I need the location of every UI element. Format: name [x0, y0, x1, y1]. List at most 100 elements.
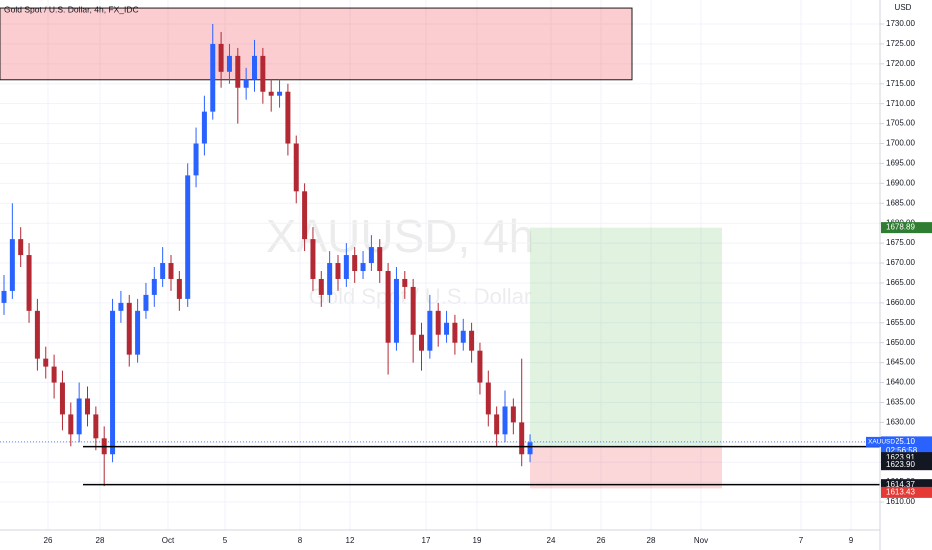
candle-body [460, 330, 466, 343]
line-tag [881, 479, 932, 491]
candle-body [151, 278, 157, 295]
candle-body [268, 91, 274, 96]
candle-body [218, 43, 224, 72]
y-tick-label: 1675.00 [886, 238, 915, 247]
y-tick-label: 1720.00 [886, 59, 915, 68]
target-tag-label: 1678.89 [886, 223, 915, 232]
line-tag [881, 459, 932, 471]
candle-body [143, 294, 149, 311]
candle-body [160, 263, 166, 279]
x-tick-label: 9 [849, 536, 854, 545]
stop-zone [530, 446, 722, 489]
candle-body [185, 175, 191, 299]
watermark-subtitle: Gold Spot / U.S. Dollar [309, 284, 532, 309]
line-tag-label: 1614.37 [886, 480, 915, 489]
candle-body [435, 310, 441, 335]
candle-body [260, 55, 266, 92]
y-tick-label: 1730.00 [886, 19, 915, 28]
candle-body [477, 350, 483, 383]
entry-tag [881, 452, 932, 464]
candle-body [452, 322, 458, 343]
y-tick-label: 1610.00 [886, 497, 915, 506]
candle-body [343, 255, 349, 279]
candle-body [51, 366, 57, 383]
candle-body [118, 302, 124, 311]
chart-title: Gold Spot / U.S. Dollar, 4h, FX_IDC [4, 4, 139, 14]
candle-body [360, 263, 366, 271]
candle-body [285, 91, 291, 144]
last-price-label: 1625.10 [886, 437, 915, 446]
candle-body [85, 398, 90, 415]
candle-body [126, 302, 132, 355]
candle-body [494, 414, 500, 435]
candle-body [252, 55, 257, 80]
candle-body [368, 247, 374, 264]
y-tick-label: 1645.00 [886, 358, 915, 367]
candle-body [76, 398, 82, 435]
x-tick-label: Oct [162, 536, 175, 545]
supply-zone [0, 7, 633, 81]
candle-body [469, 330, 475, 351]
y-tick-label: 1670.00 [886, 258, 915, 267]
y-tick-label: 1650.00 [886, 338, 915, 347]
y-tick-label: 1630.00 [886, 417, 915, 426]
candle-body [9, 239, 15, 291]
candle-body [135, 310, 141, 355]
entry-tag-label: 1623.91 [886, 453, 915, 462]
candle-body [385, 270, 391, 343]
candle-body [226, 55, 232, 72]
y-tick-label: 1640.00 [886, 378, 915, 387]
candle-body [502, 406, 508, 435]
x-tick-label: 26 [597, 536, 606, 545]
candle-body [176, 278, 182, 299]
y-tick-label: 1635.00 [886, 398, 915, 407]
candle-body [34, 310, 40, 359]
axis-unit: USD [895, 3, 912, 12]
candle-body [510, 406, 516, 423]
candle-body [419, 334, 424, 351]
candle-body [427, 310, 433, 351]
profit-zone [530, 227, 722, 447]
candle-body [293, 143, 299, 192]
candle-body [59, 382, 65, 415]
target-tag [881, 222, 932, 234]
candle-body [393, 278, 399, 343]
symbol-tag [866, 436, 896, 447]
countdown: 02:56:58 [886, 446, 918, 455]
symbol-label: XAUUSD [868, 439, 895, 446]
y-tick-label: 1690.00 [886, 178, 915, 187]
candle-body [318, 278, 324, 295]
candle-body [68, 414, 74, 435]
y-tick-label: 1700.00 [886, 139, 915, 148]
candle-body [18, 239, 24, 256]
candle-body [26, 255, 32, 311]
candle-body [93, 414, 99, 439]
x-tick-label: 28 [96, 536, 105, 545]
candle-body [168, 263, 174, 279]
y-tick-label: 1655.00 [886, 318, 915, 327]
candle-body [402, 278, 408, 287]
x-tick-label: 28 [647, 536, 656, 545]
line-tag-label: 1623.90 [886, 460, 915, 469]
candle-body [444, 322, 450, 335]
x-tick-label: 8 [298, 536, 303, 545]
x-tick-label: 7 [799, 536, 804, 545]
candle-body [1, 290, 7, 303]
candle-body [327, 263, 333, 295]
candle-body [243, 79, 249, 88]
x-tick-label: 12 [346, 536, 355, 545]
candle-body [201, 111, 207, 144]
candle-body [235, 55, 241, 88]
candle-body [485, 382, 491, 415]
y-tick-label: 1705.00 [886, 119, 915, 128]
x-tick-label: 19 [473, 536, 482, 545]
y-tick-label: 1660.00 [886, 298, 915, 307]
candle-body [377, 247, 383, 271]
y-tick-label: 1710.00 [886, 99, 915, 108]
candle-body [519, 422, 525, 455]
y-tick-label: 1685.00 [886, 198, 915, 207]
x-tick-label: 5 [223, 536, 228, 545]
y-tick-label: 1695.00 [886, 159, 915, 168]
